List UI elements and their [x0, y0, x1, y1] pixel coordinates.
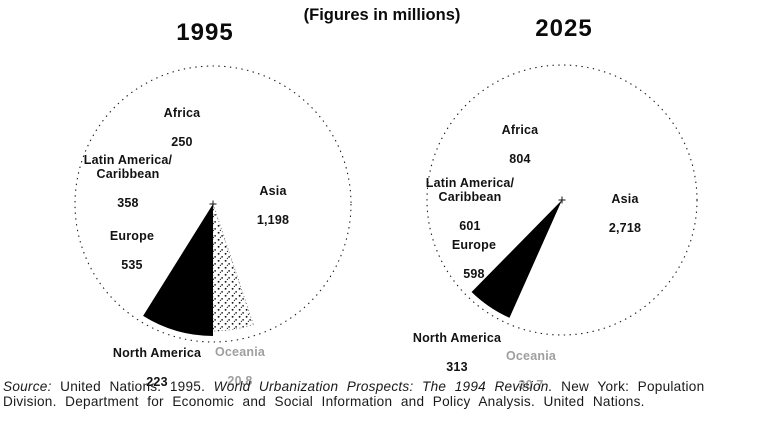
region-value: 598 [463, 266, 485, 281]
label-2025-latin-america-caribbean: Latin America/ Caribbean 601 [426, 162, 514, 247]
pie-outline-1995 [74, 65, 352, 343]
label-2025-asia: Asia 2,718 [609, 178, 641, 249]
pie-center-mark-1995 [209, 200, 217, 208]
label-2025-north-america: North America 313 [413, 317, 501, 388]
region-name: Oceania [505, 349, 557, 364]
label-1995-asia: Asia 1,198 [257, 170, 289, 241]
region-value: 1,198 [256, 212, 290, 227]
sector-north-america-2025 [471, 200, 562, 318]
region-value: 30.7 [518, 377, 544, 392]
figure-units-note: (Figures in millions) [303, 6, 461, 24]
region-name: Asia [259, 184, 287, 199]
region-value: 2,718 [608, 220, 642, 235]
label-1995-north-america: North America 223 [113, 332, 201, 403]
source-line1: Source: United Nations. 1995. World Urba… [3, 379, 705, 394]
chart-title-2025: 2025 [535, 15, 593, 42]
region-name: Latin America/ Caribbean [83, 153, 173, 182]
region-name: Oceania [214, 345, 266, 360]
label-2025-europe: Europe 598 [452, 224, 496, 295]
region-value: 804 [509, 151, 531, 166]
sector-north-america-1995 [143, 204, 213, 336]
region-name: Europe [109, 229, 155, 244]
label-1995-latin-america-caribbean: Latin America/ Caribbean 358 [84, 139, 172, 224]
pie-outline-2025 [426, 64, 698, 336]
source-line2: Division. Department for Economic and So… [3, 393, 645, 409]
chart-title-1995: 1995 [176, 19, 234, 46]
region-name: Latin America/ Caribbean [425, 176, 515, 205]
region-name: North America [412, 331, 502, 346]
region-name: North America [112, 346, 202, 361]
source-citation: Source: United Nations. 1995. World Urba… [3, 379, 759, 410]
label-2025-oceania: Oceania 30.7 [506, 335, 556, 406]
label-1995-africa: Africa 250 [164, 92, 201, 163]
region-value: 601 [459, 218, 481, 233]
label-1995-europe: Europe 535 [110, 215, 154, 286]
region-name: Africa [501, 123, 539, 138]
region-value: 250 [171, 134, 193, 149]
region-value: 358 [117, 195, 139, 210]
region-name: Asia [611, 192, 639, 207]
region-name: Europe [451, 238, 497, 253]
label-1995-oceania: Oceania 20.8 [215, 331, 265, 402]
region-name: Africa [163, 106, 201, 121]
region-value: 223 [146, 374, 168, 389]
pie-center-mark-2025 [558, 196, 566, 204]
region-value: 20.8 [227, 373, 253, 388]
sector-oceania-1995 [212, 203, 254, 332]
region-value: 535 [121, 257, 143, 272]
region-value: 313 [446, 359, 468, 374]
source-work-title: World Urbanization Prospects: The 1994 R… [213, 379, 553, 394]
label-2025-africa: Africa 804 [502, 109, 539, 180]
source-label: Source: [3, 379, 52, 394]
